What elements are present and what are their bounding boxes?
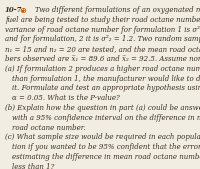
Text: α = 0.05. What is the P-value?: α = 0.05. What is the P-value? xyxy=(12,94,120,102)
Text: and for formulation, 2 it is σ²₂ = 1.2. Two random samples of size: and for formulation, 2 it is σ²₂ = 1.2. … xyxy=(5,35,200,43)
Text: estimating the difference in mean road octane number is: estimating the difference in mean road o… xyxy=(12,153,200,161)
Text: (a) If formulation 2 produces a higher road octane number: (a) If formulation 2 produces a higher r… xyxy=(5,65,200,73)
Text: with a 95% confidence interval on the difference in mean: with a 95% confidence interval on the di… xyxy=(12,114,200,122)
Text: tion if you wanted to be 95% confident that the error in: tion if you wanted to be 95% confident t… xyxy=(12,143,200,151)
Text: n₁ = 15 and n₂ = 20 are tested, and the mean road octane num-: n₁ = 15 and n₂ = 20 are tested, and the … xyxy=(5,45,200,53)
Text: ⊕: ⊕ xyxy=(19,6,26,15)
Text: less than 1?: less than 1? xyxy=(12,163,54,169)
Text: variance of road octane number for formulation 1 is σ²₁ = 1.5,: variance of road octane number for formu… xyxy=(5,26,200,33)
Text: (c) What sample size would be required in each popula-: (c) What sample size would be required i… xyxy=(5,133,200,141)
Text: than formulation 1, the manufacturer would like to detect: than formulation 1, the manufacturer wou… xyxy=(12,75,200,82)
Text: fuel are being tested to study their road octane numbers. The: fuel are being tested to study their roa… xyxy=(5,16,200,24)
Text: bers observed are ẋ̅₁ = 89.6 and ẋ̅₂ = 92.5. Assume normality.: bers observed are ẋ̅₁ = 89.6 and ẋ̅₂ = 9… xyxy=(5,55,200,63)
Text: (b) Explain how the question in part (a) could be answered: (b) Explain how the question in part (a)… xyxy=(5,104,200,112)
Text: road octane number.: road octane number. xyxy=(12,124,86,131)
Text: Two different formulations of an oxygenated motor: Two different formulations of an oxygena… xyxy=(35,6,200,14)
Text: it. Formulate and test an appropriate hypothesis using: it. Formulate and test an appropriate hy… xyxy=(12,84,200,92)
Text: 10-7.: 10-7. xyxy=(5,6,25,14)
